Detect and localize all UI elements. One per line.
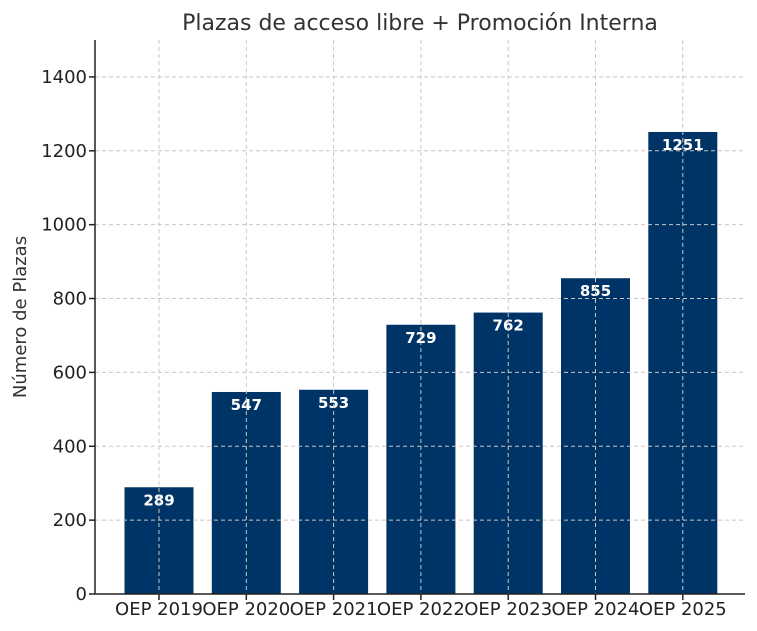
y-axis-label: Número de Plazas xyxy=(10,236,31,398)
x-tick-label: OEP 2024 xyxy=(552,599,640,620)
x-tick-label: OEP 2025 xyxy=(639,599,727,620)
x-tick-label: OEP 2023 xyxy=(464,599,552,620)
x-tick-label: OEP 2019 xyxy=(115,599,203,620)
grid-lines xyxy=(95,40,745,594)
x-tick-label: OEP 2021 xyxy=(290,599,378,620)
bar-data-label: 553 xyxy=(318,394,349,412)
bar xyxy=(211,391,281,594)
y-tick-label: 800 xyxy=(53,289,87,310)
x-tick-label: OEP 2022 xyxy=(377,599,465,620)
y-tick-label: 1200 xyxy=(41,141,87,162)
y-tick-label: 600 xyxy=(53,362,87,383)
chart-title: Plazas de acceso libre + Promoción Inter… xyxy=(182,11,658,36)
y-tick-label: 1400 xyxy=(41,67,87,88)
bar-data-label: 855 xyxy=(580,282,611,300)
y-tick-label: 1000 xyxy=(41,215,87,236)
bar-data-label: 762 xyxy=(493,317,524,335)
x-tick-label: OEP 2020 xyxy=(202,599,290,620)
y-tick-label: 200 xyxy=(53,510,87,531)
y-tick-label: 400 xyxy=(53,436,87,457)
bar-data-label: 289 xyxy=(143,491,174,509)
y-tick-label: 0 xyxy=(76,584,87,605)
bar-data-label: 1251 xyxy=(662,136,704,154)
